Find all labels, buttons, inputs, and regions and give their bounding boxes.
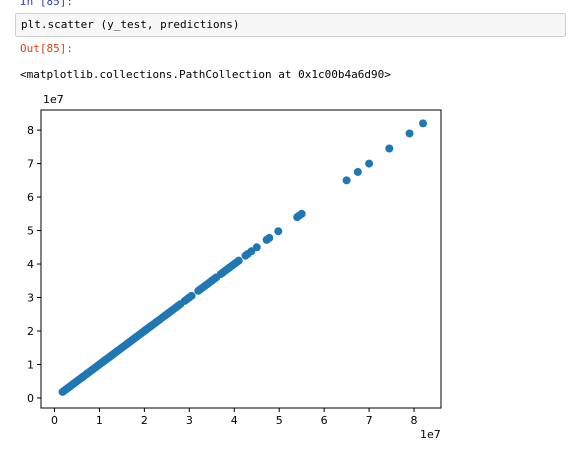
y-tick-label: 0 xyxy=(27,392,34,405)
output-prompt: Out[85]: xyxy=(20,42,73,55)
y-tick-label: 3 xyxy=(27,292,34,305)
scatter-point xyxy=(234,256,243,265)
scatter-point xyxy=(419,119,428,128)
scatter-point xyxy=(405,129,414,138)
code-cell[interactable]: plt.scatter (y_test, predictions) xyxy=(15,13,566,37)
x-offset-label: 1e7 xyxy=(420,428,441,441)
scatter-point xyxy=(385,144,394,153)
x-tick-label: 6 xyxy=(321,414,328,427)
x-tick-label: 1 xyxy=(96,414,103,427)
output-repr-text: <matplotlib.collections.PathCollection a… xyxy=(20,68,391,81)
y-tick-label: 2 xyxy=(27,325,34,338)
scatter-point xyxy=(353,167,362,176)
code-text[interactable]: plt.scatter (y_test, predictions) xyxy=(21,18,240,31)
y-tick-label: 4 xyxy=(27,258,34,271)
scatter-point xyxy=(187,291,196,300)
scatter-point xyxy=(265,233,274,242)
scatter-point xyxy=(252,243,261,252)
x-tick-label: 5 xyxy=(276,414,283,427)
y-tick-label: 1 xyxy=(27,358,34,371)
y-offset-label: 1e7 xyxy=(43,93,64,106)
y-tick-label: 8 xyxy=(27,124,34,137)
scatter-point xyxy=(365,159,374,168)
plot-frame xyxy=(40,109,442,409)
y-tick-label: 6 xyxy=(27,191,34,204)
x-tick-label: 2 xyxy=(141,414,148,427)
input-prompt: In [85]: xyxy=(20,0,73,8)
scatter-point xyxy=(297,209,306,218)
x-tick-label: 3 xyxy=(186,414,193,427)
y-tick-label: 5 xyxy=(27,225,34,238)
y-tick-label: 7 xyxy=(27,158,34,171)
x-tick-label: 7 xyxy=(366,414,373,427)
x-tick-label: 0 xyxy=(51,414,58,427)
scatter-point xyxy=(342,176,351,185)
x-tick-label: 8 xyxy=(411,414,418,427)
scatter-point xyxy=(274,227,283,236)
x-tick-label: 4 xyxy=(231,414,238,427)
